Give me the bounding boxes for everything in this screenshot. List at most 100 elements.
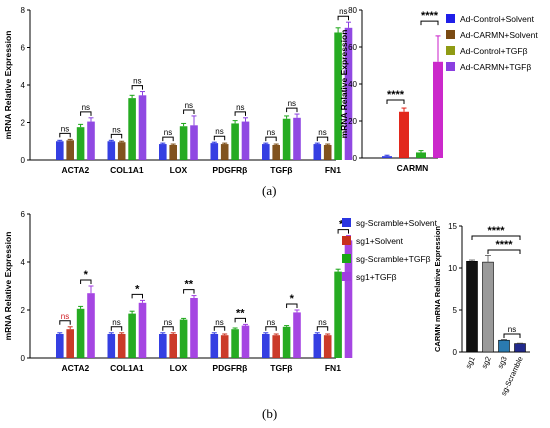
bar-TGFβ-series-1: [272, 335, 280, 358]
y-tick-label: 20: [348, 117, 357, 126]
bar-COL1A1-series-1: [117, 334, 126, 358]
significance-bracket: [213, 135, 226, 141]
y-tick-label: 10: [448, 264, 457, 273]
significance-label: ns: [236, 103, 244, 112]
x-tick-label: LOX: [170, 363, 188, 373]
y-tick-label: 8: [21, 6, 26, 15]
bar-PDGFRβ-series-1: [220, 335, 229, 358]
bar-PDGFRβ-series-3: [241, 121, 250, 160]
significance-label: ns: [215, 318, 223, 327]
significance-label: ns: [267, 128, 275, 137]
significance-bracket: [110, 326, 123, 331]
legend-label: Ad-CARMN+Solvent: [460, 30, 538, 40]
bar-TGFβ-series-0: [262, 334, 270, 358]
x-tick-label: FN1: [325, 165, 341, 175]
bar-ACTA2-series-2: [76, 308, 85, 358]
significance-bracket: [162, 136, 174, 142]
significance-label: **: [185, 279, 194, 291]
legend-label: Ad-Control+TGFβ: [460, 46, 528, 56]
bar-FN1-series-2: [334, 271, 342, 358]
y-axis-label: mRNA Relative Expression: [339, 30, 349, 139]
y-tick-label: 2: [21, 119, 26, 128]
significance-label: ****: [387, 89, 405, 101]
bar-TGFβ-series-1: [272, 145, 280, 160]
bar-TGFβ-series-0: [262, 144, 270, 160]
bar-CARMN-series-1: [399, 111, 409, 158]
significance-bracket: [80, 111, 92, 116]
y-tick-label: 60: [348, 43, 357, 52]
y-tick-label: 6: [21, 44, 26, 53]
significance-label: ns: [267, 318, 275, 327]
significance-label: ns: [82, 103, 90, 112]
significance-label: *: [135, 283, 140, 295]
significance-bracket: [183, 109, 195, 114]
bar-COL1A1-series-1: [117, 142, 126, 160]
bar-LOX-series-0: [159, 144, 167, 160]
bar-ACTA2-series-0: [56, 141, 64, 160]
bar-sg2: [482, 261, 494, 353]
significance-bracket: [213, 326, 226, 331]
significance-bracket: [234, 111, 246, 116]
significance-bracket: [316, 326, 329, 331]
x-tick-label: PDGFRβ: [212, 165, 247, 175]
significance-bracket: [386, 99, 405, 105]
y-tick-label: 0: [21, 156, 26, 165]
legend-swatch: [446, 46, 455, 55]
bar-PDGFRβ-series-0: [210, 143, 219, 160]
bar-TGFβ-series-3: [293, 117, 301, 160]
bar-COL1A1-series-3: [138, 302, 147, 358]
legend-swatch: [342, 254, 351, 263]
x-tick-label: sg3: [496, 355, 509, 370]
y-tick-label: 0: [21, 354, 26, 363]
y-tick-label: 80: [348, 6, 357, 15]
x-tick-label: LOX: [170, 165, 188, 175]
bar-FN1-series-2: [334, 32, 342, 160]
significance-label: **: [236, 307, 245, 319]
legend-label: sg1+TGFβ: [356, 272, 397, 282]
significance-label: ns: [164, 128, 172, 137]
bar-sg3: [498, 339, 510, 353]
x-tick-label: CARMN: [397, 163, 429, 173]
significance-bracket: [337, 15, 349, 21]
bar-PDGFRβ-series-2: [231, 329, 239, 358]
significance-bracket: [286, 303, 298, 308]
significance-bracket: [162, 326, 174, 331]
bar-COL1A1-series-2: [128, 313, 136, 358]
y-axis-label: CARMN mRNA Relative Expression: [433, 226, 442, 352]
bar-FN1-series-0: [313, 144, 322, 160]
significance-bracket: [110, 133, 123, 139]
significance-bracket: [234, 317, 246, 323]
y-tick-label: 2: [21, 306, 26, 315]
bar-TGFβ-series-3: [293, 312, 301, 358]
significance-label: ns: [185, 101, 193, 110]
significance-bracket: [286, 107, 298, 113]
bar-ACTA2-series-2: [76, 127, 85, 160]
panel-label-a: (a): [262, 183, 277, 198]
significance-bracket: [471, 235, 521, 240]
bar-CARMN-series-2: [416, 152, 426, 158]
significance-label: ns: [112, 125, 120, 134]
significance-label: *: [84, 269, 89, 281]
y-tick-label: 5: [453, 306, 458, 315]
bar-FN1-series-1: [323, 145, 332, 160]
significance-bracket: [131, 293, 143, 299]
significance-label: *: [290, 293, 295, 305]
bar-COL1A1-series-0: [107, 334, 116, 358]
legend-swatch: [446, 30, 455, 39]
x-tick-label: COL1A1: [110, 363, 144, 373]
bar-ACTA2-series-1: [66, 140, 74, 160]
significance-label: ns: [318, 128, 326, 137]
significance-bracket: [503, 333, 521, 338]
significance-bracket: [420, 20, 439, 26]
bar-FN1-series-3: [344, 27, 353, 160]
bar-FN1-series-3: [344, 240, 353, 358]
significance-bracket: [265, 326, 277, 331]
y-tick-label: 6: [21, 210, 26, 219]
significance-label: ns: [339, 7, 347, 16]
bar-sg-Scramble: [514, 343, 526, 353]
x-tick-label: TGFβ: [270, 165, 292, 175]
y-tick-label: 4: [21, 81, 26, 90]
bar-ACTA2-series-1: [66, 329, 74, 358]
bar-TGFβ-series-2: [282, 118, 291, 160]
